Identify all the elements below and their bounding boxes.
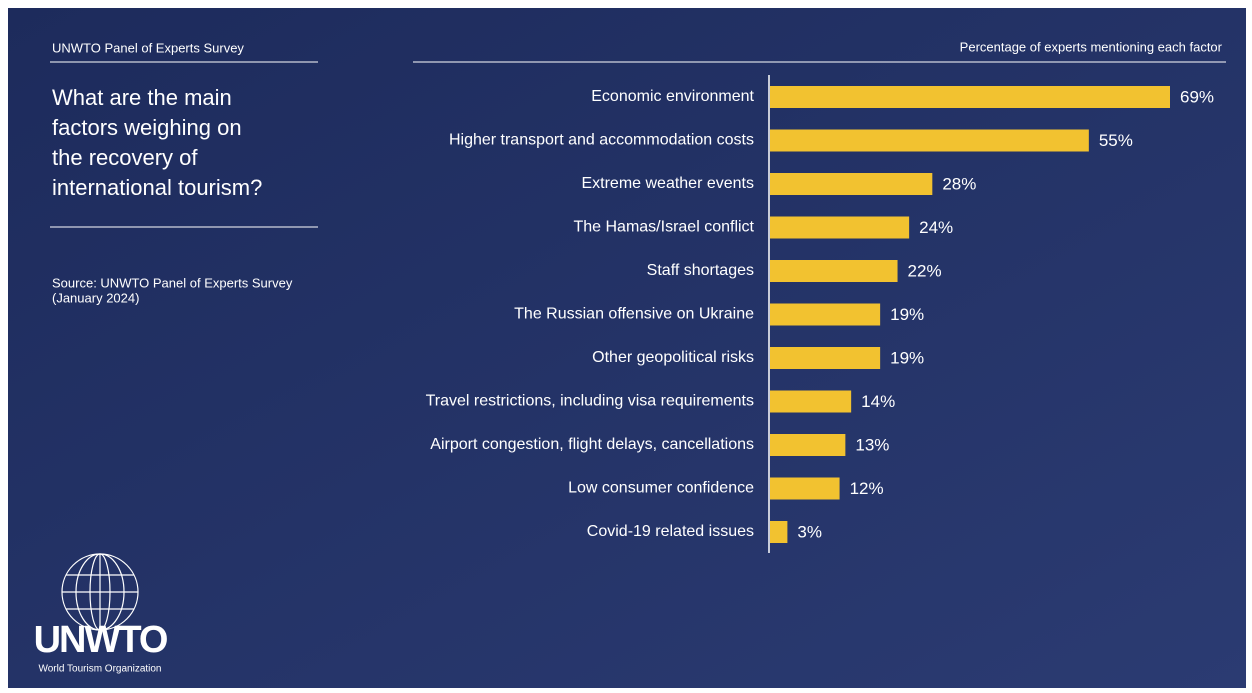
title-line: What are the main	[52, 85, 232, 110]
bar	[770, 434, 846, 456]
kicker: UNWTO Panel of Experts Survey	[52, 40, 244, 55]
value-label: 19%	[890, 305, 924, 324]
category-label: Higher transport and accommodation costs	[449, 132, 754, 149]
bar	[770, 260, 898, 282]
source-line: Source: UNWTO Panel of Experts Survey	[52, 275, 293, 290]
category-label: The Russian offensive on Ukraine	[514, 306, 754, 323]
value-label: 69%	[1180, 87, 1214, 106]
category-label: Other geopolitical risks	[592, 349, 754, 366]
value-label: 14%	[861, 392, 895, 411]
category-label: Airport congestion, flight delays, cance…	[430, 436, 754, 453]
category-label: The Hamas/Israel conflict	[573, 219, 754, 236]
logo-globe	[61, 553, 139, 631]
category-label: Covid-19 related issues	[587, 523, 754, 540]
logo-subtitle: World Tourism Organization	[38, 664, 161, 675]
bar	[770, 86, 1170, 108]
value-label: 22%	[908, 261, 942, 280]
category-label: Low consumer confidence	[568, 480, 754, 497]
category-label: Travel restrictions, including visa requ…	[426, 393, 754, 410]
bar	[770, 347, 881, 369]
slide-background	[8, 8, 1246, 688]
title-line: factors weighing on	[52, 115, 242, 140]
title-line: the recovery of	[52, 145, 198, 170]
source-line: (January 2024)	[52, 290, 139, 305]
bar	[770, 303, 881, 326]
value-label: 19%	[890, 348, 924, 367]
value-label: 28%	[942, 174, 976, 193]
category-label: Economic environment	[591, 88, 754, 105]
title-line: international tourism?	[52, 175, 262, 200]
bar	[770, 173, 933, 195]
category-label: Extreme weather events	[581, 175, 754, 192]
logo-name: UNWTO	[34, 619, 167, 661]
bar	[770, 477, 840, 500]
chart-subtitle: Percentage of experts mentioning each fa…	[960, 39, 1223, 54]
category-label: Staff shortages	[647, 262, 754, 279]
bar	[770, 521, 788, 543]
value-label: 24%	[919, 218, 953, 237]
bar	[770, 216, 910, 239]
value-label: 13%	[855, 435, 889, 454]
value-label: 55%	[1099, 131, 1133, 150]
value-label: 12%	[850, 479, 884, 498]
bar	[770, 390, 852, 413]
bar	[770, 129, 1089, 152]
value-label: 3%	[797, 522, 822, 541]
